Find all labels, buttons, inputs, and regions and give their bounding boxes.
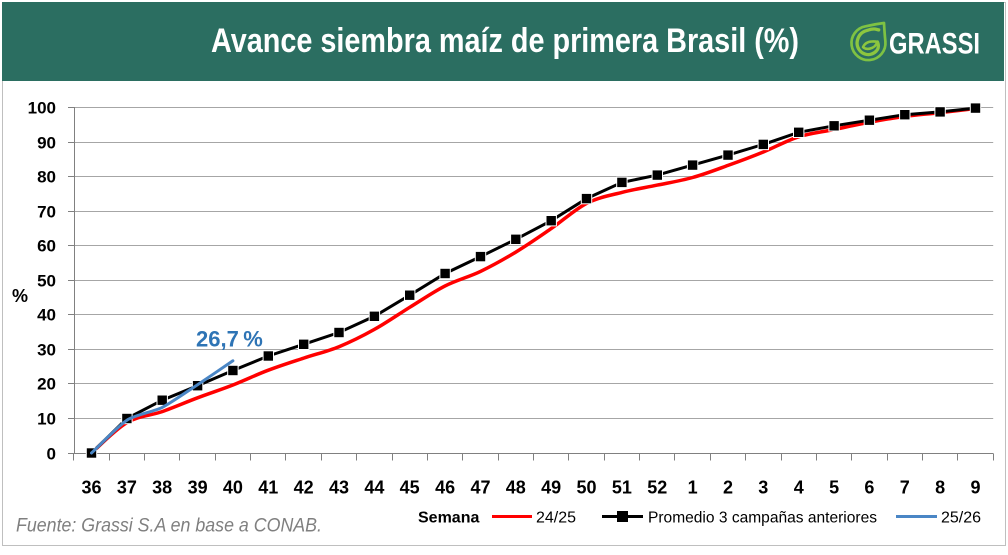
svg-text:Semana: Semana [418, 510, 479, 527]
svg-text:43: 43 [329, 478, 349, 498]
svg-text:24/25: 24/25 [536, 510, 576, 527]
svg-text:45: 45 [400, 478, 420, 498]
svg-text:40: 40 [37, 306, 56, 325]
svg-text:70: 70 [37, 203, 56, 222]
svg-text:25/26: 25/26 [941, 510, 981, 527]
svg-text:52: 52 [647, 478, 667, 498]
svg-text:46: 46 [435, 478, 455, 498]
svg-text:39: 39 [188, 478, 208, 498]
svg-text:3: 3 [758, 478, 768, 498]
svg-text:Promedio 3 campañas anteriores: Promedio 3 campañas anteriores [648, 510, 877, 527]
svg-text:51: 51 [612, 478, 632, 498]
svg-text:36: 36 [81, 478, 101, 498]
svg-text:40: 40 [223, 478, 243, 498]
svg-text:47: 47 [470, 478, 490, 498]
svg-text:30: 30 [37, 341, 56, 360]
svg-text:%: % [12, 286, 28, 306]
svg-text:80: 80 [37, 168, 56, 187]
svg-text:2: 2 [723, 478, 733, 498]
svg-text:10: 10 [37, 410, 56, 429]
svg-text:5: 5 [829, 478, 839, 498]
svg-text:49: 49 [541, 478, 561, 498]
svg-text:6: 6 [864, 478, 874, 498]
svg-text:50: 50 [37, 272, 56, 291]
svg-text:50: 50 [576, 478, 596, 498]
svg-text:41: 41 [258, 478, 278, 498]
svg-text:26,7 %: 26,7 % [196, 327, 263, 352]
svg-text:44: 44 [364, 478, 384, 498]
svg-text:38: 38 [152, 478, 172, 498]
svg-text:4: 4 [794, 478, 804, 498]
svg-text:60: 60 [37, 237, 56, 256]
svg-text:42: 42 [294, 478, 314, 498]
svg-text:20: 20 [37, 375, 56, 394]
svg-text:Avance siembra maíz de primera: Avance siembra maíz de primera Brasil (%… [211, 22, 799, 60]
svg-text:48: 48 [506, 478, 526, 498]
svg-text:7: 7 [900, 478, 910, 498]
svg-text:8: 8 [935, 478, 945, 498]
svg-text:Fuente: Grassi S.A en base a C: Fuente: Grassi S.A en base a CONAB. [16, 516, 322, 537]
svg-text:100: 100 [28, 99, 56, 118]
svg-text:9: 9 [970, 478, 980, 498]
svg-text:1: 1 [688, 478, 698, 498]
svg-text:37: 37 [117, 478, 137, 498]
svg-text:90: 90 [37, 134, 56, 153]
svg-text:GRASSI: GRASSI [889, 28, 980, 61]
svg-text:0: 0 [47, 445, 56, 464]
